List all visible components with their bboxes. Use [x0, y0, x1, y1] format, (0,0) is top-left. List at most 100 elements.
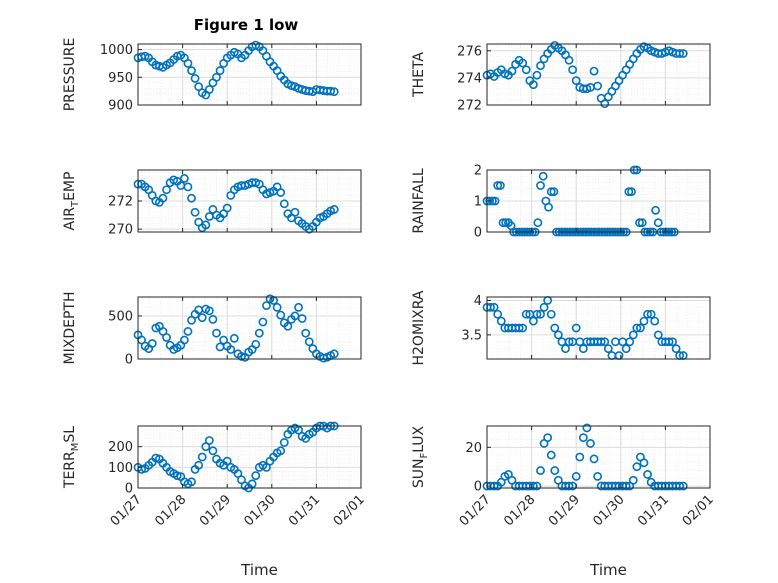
data-point — [262, 301, 271, 311]
data-point — [593, 471, 603, 481]
data-point — [582, 423, 592, 433]
data-point — [162, 185, 171, 195]
data-point — [222, 203, 232, 213]
data-point — [532, 309, 542, 319]
x-tick-label: 01/27 — [108, 492, 145, 529]
data-point — [621, 344, 631, 354]
axes-frame — [137, 296, 362, 360]
data-point — [294, 425, 303, 435]
data-point — [625, 337, 635, 347]
data-point — [183, 327, 193, 336]
y-tick-label: 0 — [474, 480, 482, 495]
data-point — [550, 466, 560, 475]
y-tick-label: 900 — [108, 99, 133, 114]
data-point — [589, 66, 599, 76]
subplot-theta: 272 274 276 THETA — [411, 40, 711, 114]
y-tick-label: 272 — [457, 99, 482, 114]
data-point — [628, 475, 638, 485]
data-point — [507, 66, 517, 76]
x-tick-label: 01/28 — [501, 492, 538, 529]
y-tick-label: 20 — [465, 441, 482, 456]
data-point — [578, 433, 588, 443]
data-point — [536, 181, 545, 190]
data-point — [187, 66, 196, 76]
data-point — [201, 442, 211, 452]
data-point — [495, 181, 505, 190]
data-point — [637, 218, 647, 228]
data-point — [276, 188, 286, 197]
y-axis-label: RAINFALL — [411, 168, 427, 233]
axes-frame — [486, 43, 711, 106]
data-point — [600, 99, 610, 109]
data-point — [564, 481, 574, 491]
data-point — [528, 80, 538, 90]
data-point — [183, 59, 193, 68]
axes-frame — [486, 425, 711, 489]
data-point — [636, 323, 645, 333]
data-point — [301, 328, 311, 338]
subplot-rainfall: 0 1 2 RAINFALL — [411, 164, 711, 241]
y-tick-label: 1000 — [100, 43, 133, 58]
data-point — [493, 309, 503, 319]
data-point — [533, 218, 543, 228]
y-tick-label: 272 — [108, 195, 133, 210]
data-point — [643, 470, 652, 479]
data-point — [550, 323, 560, 333]
data-point — [532, 481, 542, 491]
data-point — [215, 66, 225, 76]
data-point — [632, 323, 642, 333]
data-point — [276, 446, 286, 456]
data-point — [179, 335, 189, 345]
data-point — [627, 187, 636, 197]
y-axis-label: H2OMIXRA — [411, 290, 427, 365]
data-point — [571, 471, 581, 481]
data-point — [671, 344, 681, 354]
axes-frame — [137, 425, 362, 489]
data-point — [329, 349, 339, 359]
data-point — [532, 70, 542, 80]
y-tick-label: 274 — [457, 71, 482, 86]
data-point — [538, 171, 548, 181]
data-point — [498, 218, 508, 228]
data-point — [190, 73, 200, 83]
data-point — [653, 218, 663, 228]
data-point — [283, 321, 293, 331]
data-point — [675, 49, 685, 58]
data-point — [544, 202, 553, 212]
y-tick-label: 3.5 — [461, 328, 482, 343]
axes-frame — [137, 43, 362, 106]
data-point — [528, 316, 538, 326]
data-point — [490, 196, 500, 206]
data-point — [539, 302, 549, 312]
data-point — [222, 456, 232, 466]
data-point — [251, 339, 261, 349]
subplot-terr-msl: 0 100 200 TERRMSL 01/27 01/28 01/29 01/30 01/31 0… — [62, 421, 368, 579]
data-point — [639, 316, 649, 326]
data-point — [624, 187, 634, 197]
x-tick-label: 01/31 — [286, 492, 323, 529]
data-point — [571, 76, 581, 85]
data-point — [187, 193, 196, 203]
data-point — [262, 462, 271, 472]
x-tick-label: 01/29 — [546, 492, 583, 529]
y-axis-label: SUNFLUX — [411, 425, 430, 488]
data-point — [675, 481, 685, 491]
data-point — [183, 182, 193, 192]
data-point — [258, 317, 268, 327]
subplot-air-temp: 270 272 AIRTEMP — [62, 169, 362, 238]
data-point — [329, 87, 339, 97]
y-tick-label: 500 — [108, 309, 133, 324]
data-point — [197, 313, 207, 323]
y-tick-label: 0 — [474, 226, 482, 241]
data-point — [643, 309, 652, 319]
data-point — [593, 81, 603, 91]
data-point — [187, 477, 196, 487]
data-point — [485, 196, 495, 206]
data-point — [496, 316, 506, 326]
data-point — [668, 337, 677, 347]
y-axis-label: AIRTEMP — [62, 172, 81, 231]
subplot-pressure: 900 950 1000 PRESSURE — [62, 38, 362, 114]
subplot-h2omixra: 3.5 4 H2OMIXRA — [411, 290, 711, 366]
x-axis-label: Time — [589, 561, 627, 579]
y-axis-label: MIXDEPTH — [62, 292, 78, 365]
